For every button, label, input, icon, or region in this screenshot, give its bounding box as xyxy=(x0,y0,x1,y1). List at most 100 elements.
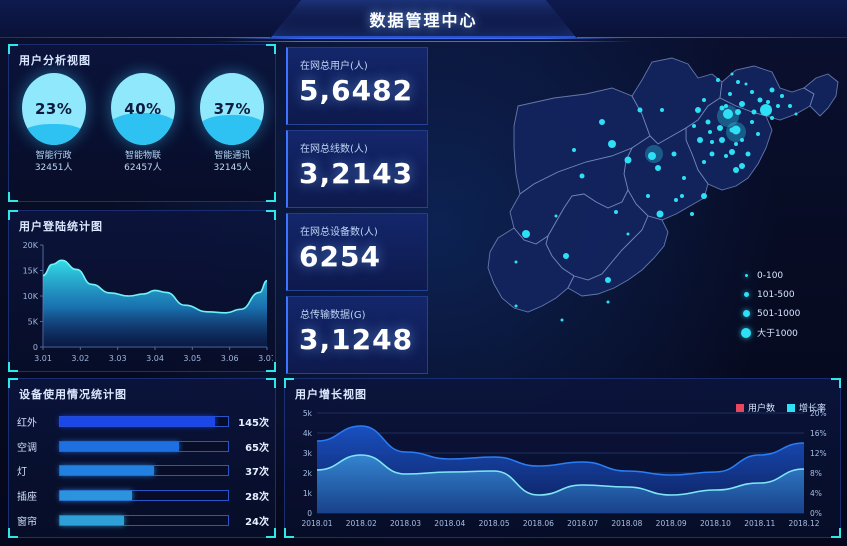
map-data-point[interactable] xyxy=(680,194,684,198)
map-data-point[interactable] xyxy=(692,124,696,128)
map-region[interactable] xyxy=(567,215,669,297)
map-data-point[interactable] xyxy=(756,132,760,136)
map-data-point[interactable] xyxy=(626,232,630,236)
map-data-point[interactable] xyxy=(599,119,605,125)
map-data-point[interactable] xyxy=(719,137,725,143)
map-data-point[interactable] xyxy=(646,194,650,198)
water-ball-item: 37% 智能通讯 32145人 xyxy=(195,73,269,174)
map-data-point[interactable] xyxy=(750,90,754,94)
map-data-point[interactable] xyxy=(674,198,678,202)
map-data-point[interactable] xyxy=(656,210,664,218)
map-data-point[interactable] xyxy=(605,277,611,283)
map-data-point[interactable] xyxy=(660,108,664,112)
map-data-point[interactable] xyxy=(750,120,754,124)
map-data-point[interactable] xyxy=(695,107,701,113)
device-name: 空调 xyxy=(17,442,37,454)
map-data-point[interactable] xyxy=(514,304,518,308)
map-data-point[interactable] xyxy=(763,107,769,113)
map-data-point[interactable] xyxy=(757,97,763,103)
water-ball-count: 32451人 xyxy=(34,163,73,174)
map-data-point[interactable] xyxy=(731,125,741,135)
map-data-point[interactable] xyxy=(708,130,712,134)
growth-area-chart: 0 0% 1k 4% 2k 8% 3k 12% 4k 16% 5k 20% 2018.01 2018.02… xyxy=(301,409,827,528)
map-data-point[interactable] xyxy=(744,82,748,86)
growth-x-tick: 2018.05 xyxy=(479,519,510,528)
map-visualization[interactable]: 0-100 101-500 501-1000 大于1000 xyxy=(436,44,841,374)
map-data-point[interactable] xyxy=(690,212,694,216)
map-data-point[interactable] xyxy=(776,104,780,108)
map-data-point[interactable] xyxy=(697,137,703,143)
map-data-point[interactable] xyxy=(735,109,741,115)
map-data-point[interactable] xyxy=(606,300,610,304)
panel-title-login-stats: 用户登陆统计图 xyxy=(19,220,103,233)
map-data-point[interactable] xyxy=(733,167,739,173)
map-data-point[interactable] xyxy=(729,149,735,155)
growth-y-left-tick: 2k xyxy=(303,469,313,478)
map-data-point[interactable] xyxy=(739,101,745,107)
map-data-point[interactable] xyxy=(554,214,558,218)
map-data-point[interactable] xyxy=(724,104,728,108)
map-data-point[interactable] xyxy=(702,98,706,102)
map-data-point[interactable] xyxy=(788,104,792,108)
map-regions[interactable] xyxy=(436,44,841,374)
water-ball-label: 智能通讯 32145人 xyxy=(195,150,269,174)
growth-chart-legend[interactable]: 用户数 增长率 xyxy=(735,401,826,414)
map-data-point[interactable] xyxy=(739,163,745,169)
map-data-point[interactable] xyxy=(745,151,751,157)
map-data-point[interactable] xyxy=(728,92,732,96)
corner-bracket-icon xyxy=(266,528,276,538)
device-bar-track xyxy=(59,415,229,427)
legend-item[interactable]: 增长率 xyxy=(786,401,826,414)
map-data-point[interactable] xyxy=(514,260,518,264)
login-x-tick: 3.06 xyxy=(221,354,239,363)
map-data-point[interactable] xyxy=(655,165,661,171)
water-wave xyxy=(21,124,86,145)
map-data-point[interactable] xyxy=(522,230,530,238)
panel-user-growth: 用户增长视图 用户数 增长率 0 0% 1k 4% 2k 8% 3k 12% 4k 16% 5k 20%… xyxy=(284,378,841,538)
map-data-point[interactable] xyxy=(769,87,775,93)
water-ball-count: 32145人 xyxy=(213,163,252,174)
header-banner-shape xyxy=(270,0,577,38)
map-data-point[interactable] xyxy=(719,105,725,111)
map-data-point[interactable] xyxy=(780,94,784,98)
map-data-point[interactable] xyxy=(716,78,720,82)
map-data-point[interactable] xyxy=(560,318,564,322)
map-data-point[interactable] xyxy=(736,80,740,84)
map-data-point[interactable] xyxy=(724,154,728,158)
map-data-point[interactable] xyxy=(710,140,714,144)
map-data-point[interactable] xyxy=(734,142,738,146)
map-data-point[interactable] xyxy=(794,112,798,116)
growth-y-right-tick: 20% xyxy=(810,409,827,418)
map-region[interactable] xyxy=(487,227,575,313)
map-data-point[interactable] xyxy=(766,100,770,104)
map-data-point[interactable] xyxy=(770,116,774,120)
device-bar-fill xyxy=(60,516,124,526)
map-data-point[interactable] xyxy=(579,173,585,179)
map-data-point[interactable] xyxy=(705,119,711,125)
map-data-point[interactable] xyxy=(614,210,618,214)
map-data-point[interactable] xyxy=(723,109,733,119)
map-data-point[interactable] xyxy=(717,125,723,131)
map-data-point[interactable] xyxy=(624,156,632,164)
map-data-point[interactable] xyxy=(671,151,677,157)
map-data-point[interactable] xyxy=(709,151,715,157)
map-data-point[interactable] xyxy=(751,109,757,115)
legend-item[interactable]: 用户数 xyxy=(735,401,775,414)
map-data-point[interactable] xyxy=(637,107,643,113)
map-data-point[interactable] xyxy=(730,72,734,76)
map-data-point[interactable] xyxy=(572,148,576,152)
map-data-point[interactable] xyxy=(608,140,616,148)
kpi-value: 3,1248 xyxy=(299,323,414,356)
panel-title-user-analysis: 用户分析视图 xyxy=(19,54,91,67)
map-data-point[interactable] xyxy=(648,152,656,160)
growth-x-tick: 2018.07 xyxy=(567,519,598,528)
device-name: 插座 xyxy=(17,492,37,504)
map-data-point[interactable] xyxy=(563,253,569,259)
map-data-point[interactable] xyxy=(740,138,744,142)
map-data-point[interactable] xyxy=(701,193,707,199)
map-data-point[interactable] xyxy=(702,160,706,164)
map-data-point[interactable] xyxy=(682,176,686,180)
growth-x-tick: 2018.08 xyxy=(611,519,642,528)
device-bar-fill xyxy=(60,491,133,501)
map-region[interactable] xyxy=(803,73,839,117)
